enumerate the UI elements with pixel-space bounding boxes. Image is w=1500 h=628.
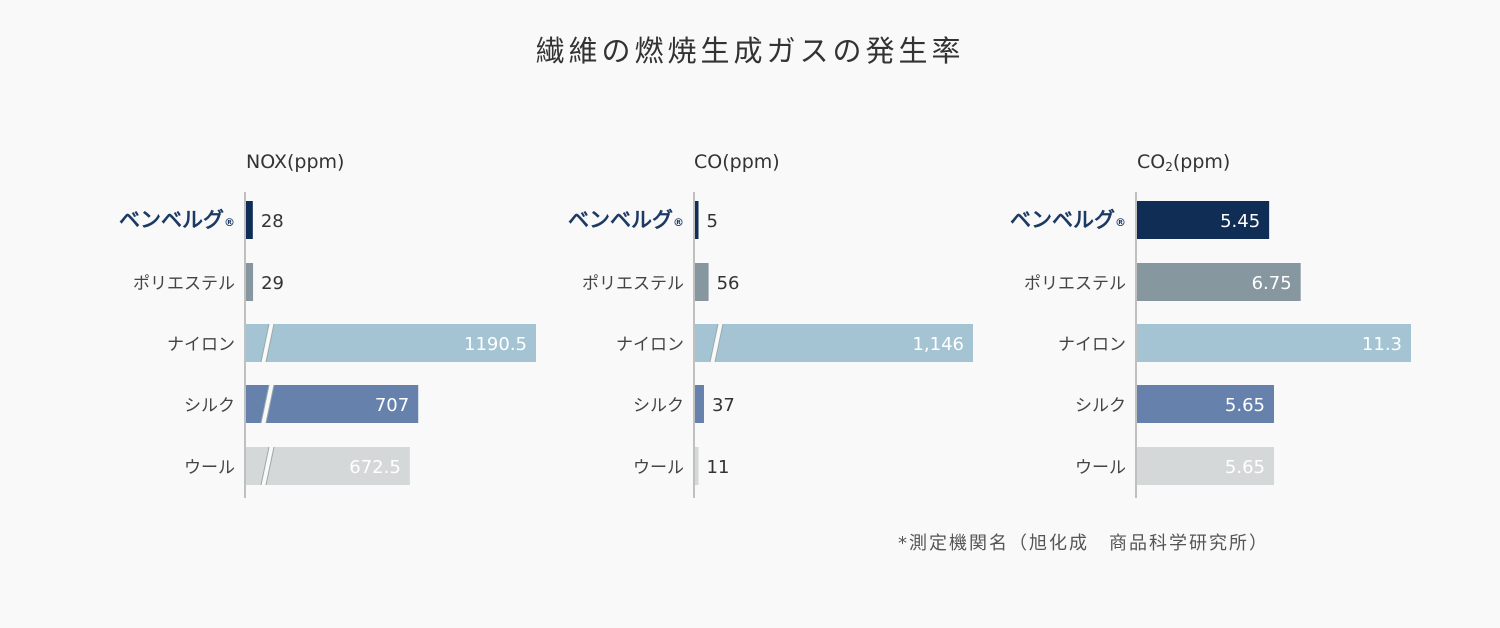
value-label: 1,146 xyxy=(912,334,964,355)
value-label: 672.5 xyxy=(349,457,401,478)
bar-co2-2 xyxy=(1137,324,1411,362)
category-label: ナイロン xyxy=(616,335,684,355)
value-label: 1190.5 xyxy=(464,334,527,355)
bar-co-0 xyxy=(695,201,699,239)
bar-nox-0 xyxy=(246,201,253,239)
category-label: シルク xyxy=(1075,396,1126,416)
bar-nox-1 xyxy=(246,263,254,301)
axis-break-mark xyxy=(260,384,275,424)
bar-co2-1 xyxy=(1137,263,1301,301)
category-label: ナイロン xyxy=(1058,335,1126,355)
axis-break-mark xyxy=(260,446,275,486)
figure-title: 繊維の燃焼生成ガスの発生率 xyxy=(535,34,965,68)
value-label: 5 xyxy=(707,211,718,232)
bar-co-1 xyxy=(695,263,709,301)
value-label: 6.75 xyxy=(1252,273,1292,294)
category-label: ベンベルグ® xyxy=(119,208,235,232)
category-label: ウール xyxy=(1075,458,1126,478)
co-panel-title: CO(ppm) xyxy=(694,151,780,173)
value-label: 37 xyxy=(712,395,735,416)
bar-nox-2 xyxy=(246,324,536,362)
bar-co-4 xyxy=(695,447,699,485)
value-label: 11.3 xyxy=(1362,334,1402,355)
category-label: ベンベルグ® xyxy=(568,208,684,232)
category-label: ポリエステル xyxy=(582,274,684,294)
bar-nox-3 xyxy=(246,385,419,423)
value-label: 5.65 xyxy=(1225,457,1265,478)
axis-break-mark xyxy=(260,323,275,363)
value-label: 29 xyxy=(261,273,284,294)
category-label: ポリエステル xyxy=(133,274,235,294)
footnote: *測定機関名（旭化成 商品科学研究所） xyxy=(898,533,1269,554)
value-label: 11 xyxy=(707,457,730,478)
value-label: 28 xyxy=(261,211,284,232)
value-label: 56 xyxy=(717,273,740,294)
category-label: ポリエステル xyxy=(1024,274,1126,294)
value-label: 5.65 xyxy=(1225,395,1265,416)
bar-co-3 xyxy=(695,385,704,423)
bar-co-2 xyxy=(695,324,973,362)
category-label: シルク xyxy=(633,396,684,416)
bar-co2-3 xyxy=(1137,385,1274,423)
bar-co2-0 xyxy=(1137,201,1270,239)
value-label: 707 xyxy=(375,395,409,416)
value-label: 5.45 xyxy=(1220,211,1260,232)
category-label: ベンベルグ® xyxy=(1010,208,1126,232)
category-label: ウール xyxy=(184,458,235,478)
nox-panel-title: NOX(ppm) xyxy=(246,151,344,173)
category-label: ナイロン xyxy=(167,335,235,355)
category-label: シルク xyxy=(184,396,235,416)
bar-co2-4 xyxy=(1137,447,1274,485)
bar-nox-4 xyxy=(246,447,410,485)
category-label: ウール xyxy=(633,458,684,478)
co2-panel-title: CO2(ppm) xyxy=(1137,151,1230,174)
axis-break-mark xyxy=(709,323,724,363)
